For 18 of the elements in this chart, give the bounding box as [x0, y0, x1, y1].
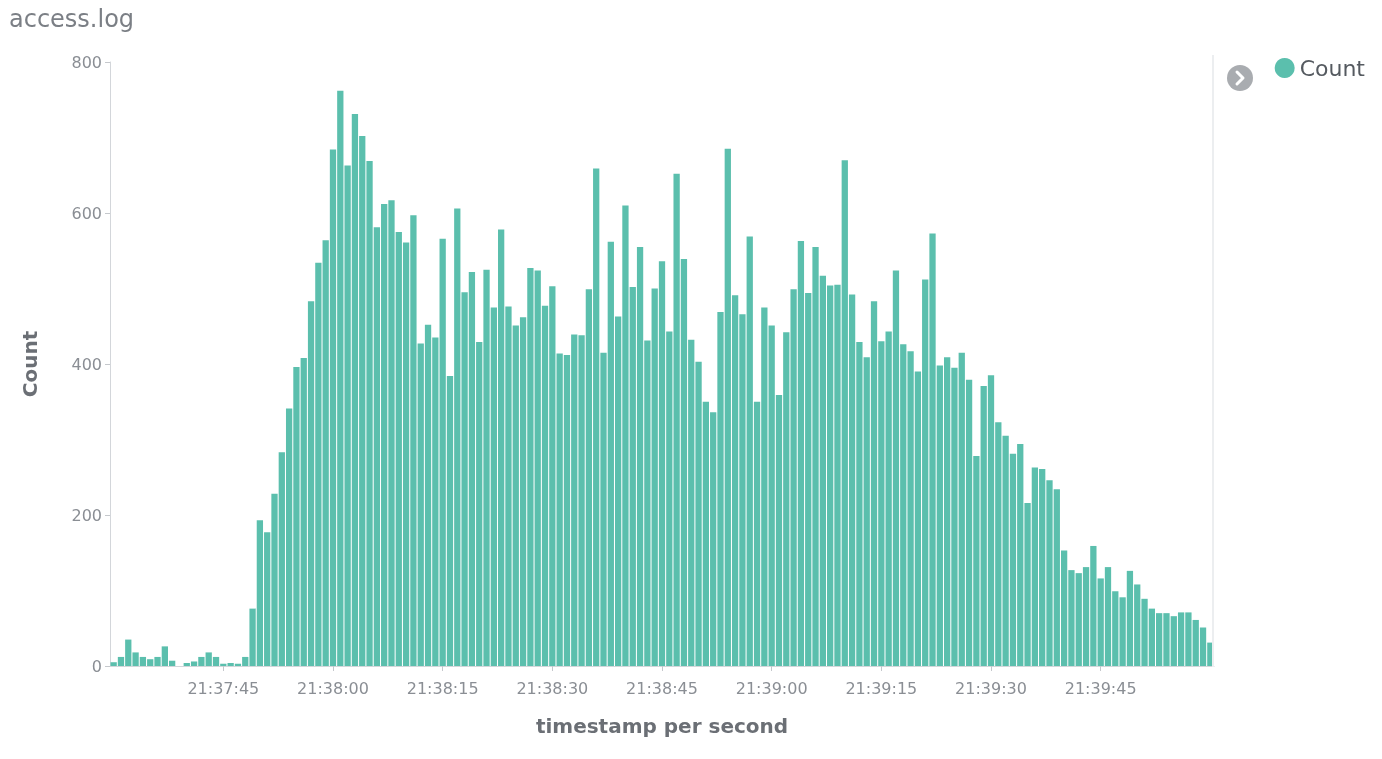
- x-tick-label: 21:39:15: [845, 678, 918, 698]
- y-tick-label: 200: [71, 505, 102, 525]
- x-tick-label: 21:38:00: [297, 678, 369, 698]
- y-tick-label: 400: [71, 354, 102, 374]
- x-tick-label: 21:39:00: [735, 678, 808, 698]
- x-tick-label: 21:38:45: [626, 678, 698, 698]
- x-tick-label: 21:39:30: [955, 678, 1027, 698]
- y-tick-label: 0: [91, 656, 102, 676]
- y-tick-label: 800: [71, 52, 102, 72]
- y-tick-label: 600: [71, 203, 102, 223]
- y-axis-title: Count: [18, 330, 42, 398]
- x-tick-label: 21:37:45: [187, 678, 260, 698]
- x-tick-label: 21:38:30: [516, 678, 589, 698]
- x-tick-label: 21:38:15: [406, 678, 479, 698]
- legend-label: Count: [1299, 55, 1366, 81]
- chart-title: access.log: [9, 5, 135, 33]
- x-tick-label: 21:39:45: [1064, 678, 1137, 698]
- x-axis-title: timestamp per second: [535, 714, 789, 738]
